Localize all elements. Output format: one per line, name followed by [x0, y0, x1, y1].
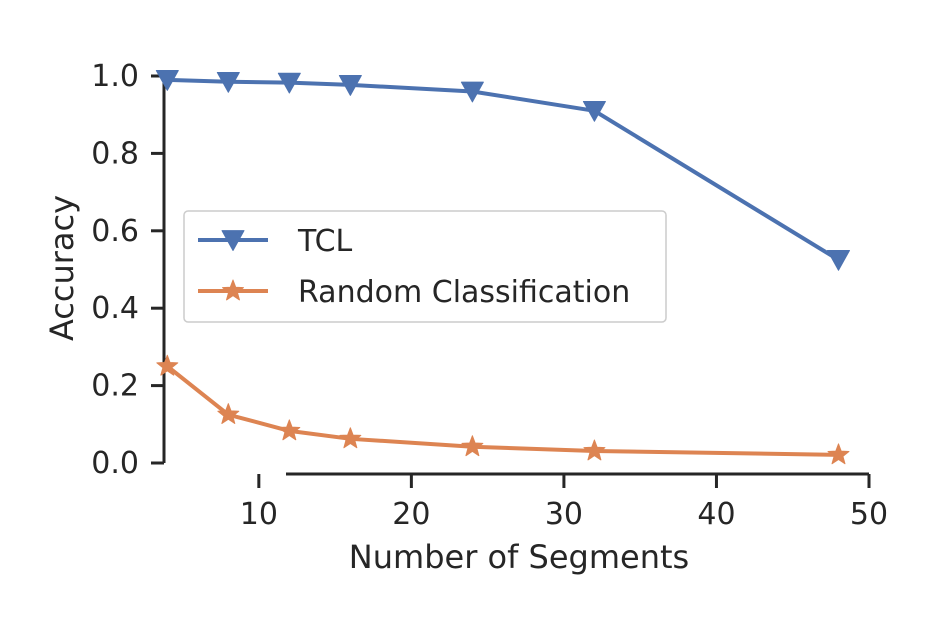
- data-point-tcl: [460, 81, 484, 103]
- y-ticks: 0.0 0.2 0.4 0.6 0.8 1.0: [91, 59, 164, 481]
- legend: TCL Random Classification: [183, 210, 667, 323]
- data-point-random-classification: [339, 427, 362, 449]
- data-point-tcl: [826, 249, 850, 271]
- y-tick-label: 0.4: [91, 291, 139, 326]
- data-point-tcl: [582, 100, 606, 122]
- x-tick-label: 20: [392, 497, 430, 532]
- legend-marker: [221, 230, 245, 251]
- data-point-random-classification: [217, 403, 240, 425]
- y-tick-label: 0.8: [91, 136, 139, 171]
- legend-frame: [183, 210, 667, 323]
- series-line-random-classification: [165, 364, 841, 457]
- data-point-random-classification: [827, 443, 850, 465]
- data-point-tcl: [338, 75, 362, 96]
- legend-label: Random Classification: [298, 275, 630, 310]
- y-tick-label: 0.0: [91, 446, 139, 481]
- x-tick-label: 50: [850, 497, 888, 532]
- y-tick-label: 0.6: [91, 214, 139, 249]
- y-tick-label: 1.0: [91, 59, 139, 94]
- y-tick-label: 0.2: [91, 369, 139, 404]
- x-ticks: 10 20 30 40 50: [240, 474, 888, 532]
- data-point-tcl: [277, 72, 301, 94]
- y-axis: 0.0 0.2 0.4 0.6 0.8 1.0: [91, 59, 166, 481]
- data-point-tcl: [216, 71, 240, 93]
- legend-item-random-classification: Random Classification: [198, 275, 630, 310]
- legend-item-tcl: TCL: [198, 224, 353, 259]
- x-tick-label: 30: [545, 497, 583, 532]
- data-point-random-classification: [156, 354, 179, 376]
- x-axis-label: Number of Segments: [349, 538, 689, 576]
- series-tcl: [155, 70, 850, 271]
- legend-label: TCL: [297, 224, 353, 259]
- x-tick-label: 40: [697, 497, 735, 532]
- y-axis-label: Accuracy: [43, 195, 81, 341]
- x-axis: 10 20 30 40 50: [240, 472, 888, 532]
- series-random-classification: [156, 354, 850, 465]
- data-point-random-classification: [583, 439, 606, 461]
- data-point-random-classification: [461, 435, 484, 457]
- data-point-tcl: [155, 70, 179, 91]
- data-point-random-classification: [278, 419, 301, 441]
- series-layer: [155, 70, 850, 465]
- plot-area: 0.0 0.2 0.4 0.6 0.8 1.0 10 20 30 40 50: [91, 59, 888, 532]
- legend-marker: [222, 279, 244, 301]
- legend-items: TCL Random Classification: [198, 224, 630, 310]
- x-tick-label: 10: [240, 497, 278, 532]
